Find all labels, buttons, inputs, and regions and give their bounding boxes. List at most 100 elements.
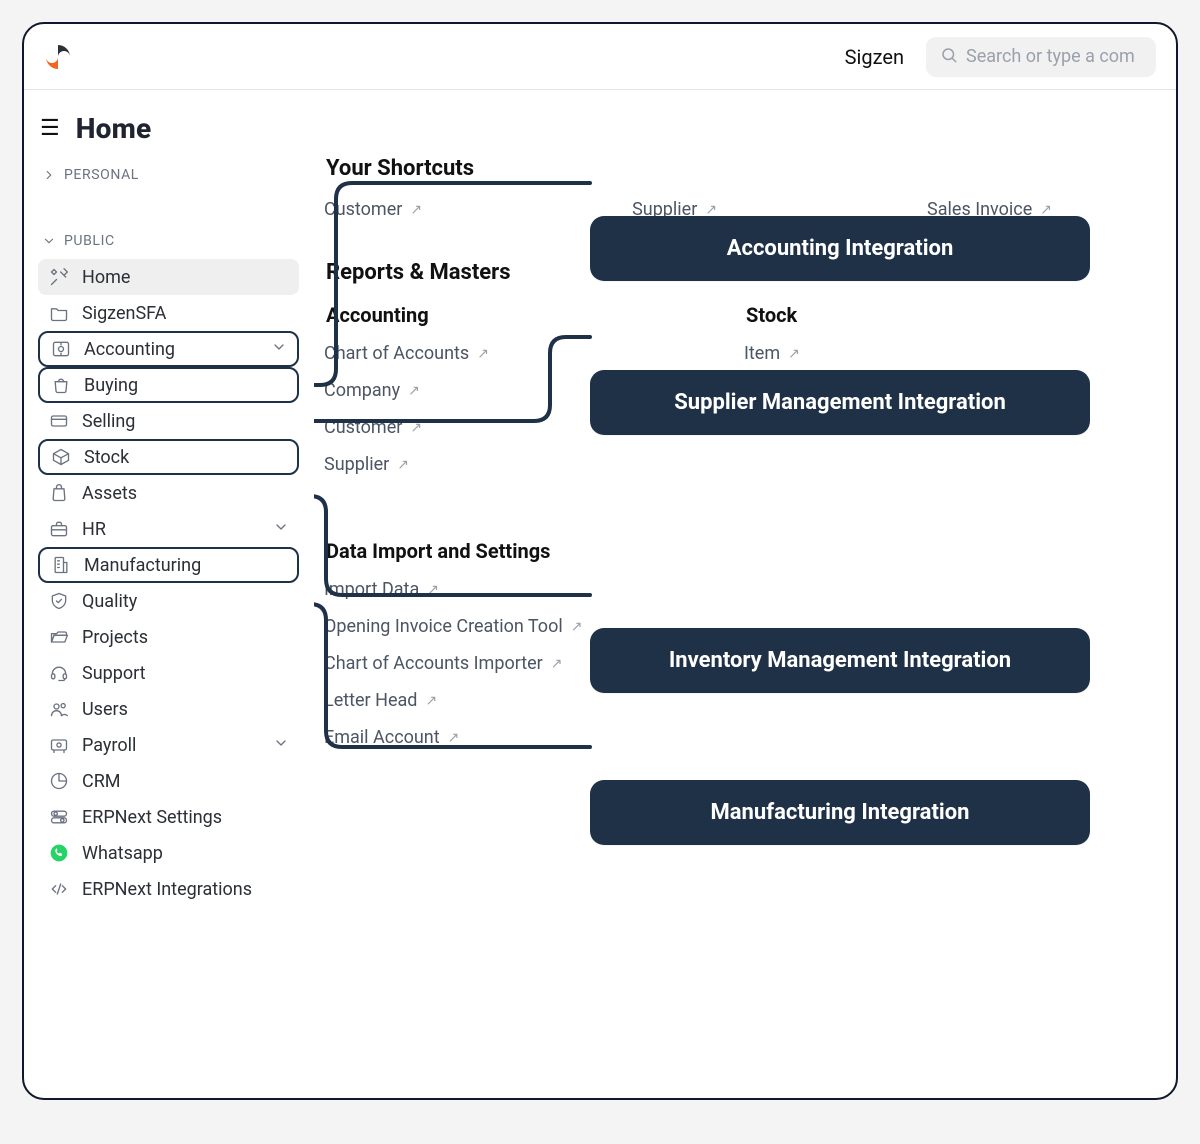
- data-import-title: Data Import and Settings: [326, 539, 1144, 563]
- whatsapp-icon: [48, 842, 70, 864]
- money-icon: [48, 734, 70, 756]
- sidebar-item-stock[interactable]: Stock: [38, 439, 299, 475]
- report-link[interactable]: Warehouse ↗: [744, 380, 854, 401]
- report-link[interactable]: Customer ↗: [324, 417, 624, 438]
- sidebar-section-public[interactable]: PUBLIC: [42, 233, 299, 249]
- data-import-list: Import Data ↗Opening Invoice Creation To…: [324, 579, 1144, 748]
- sidebar-item-label: CRM: [82, 771, 289, 792]
- sidebar-item-sigzensfa[interactable]: SigzenSFA: [38, 295, 299, 331]
- data-import-link-label: Chart of Accounts Importer: [324, 653, 543, 674]
- shortcuts: Customer ↗ Supplier ↗ Sales Invoice ↗: [324, 199, 1144, 220]
- arrow-upright-icon: ↗: [705, 202, 717, 218]
- report-link[interactable]: Brand ↗: [744, 417, 854, 438]
- sidebar-item-support[interactable]: Support: [38, 655, 299, 691]
- report-link-label: Chart of Accounts: [324, 343, 469, 364]
- logo-icon: [44, 43, 72, 71]
- sidebar-item-label: Projects: [82, 627, 289, 648]
- report-col-accounting: Accounting Chart of Accounts ↗Company ↗C…: [324, 303, 624, 475]
- data-import-link[interactable]: Opening Invoice Creation Tool ↗: [324, 616, 1144, 637]
- chevron-down-icon: [271, 339, 287, 360]
- data-import-link[interactable]: Chart of Accounts Importer ↗: [324, 653, 1144, 674]
- user-label[interactable]: Sigzen: [845, 45, 904, 69]
- safe-icon: [50, 338, 72, 360]
- data-import-link-label: Email Account: [324, 727, 440, 748]
- column-title: Stock: [746, 303, 854, 327]
- topbar: Sigzen Search or type a com: [24, 24, 1176, 90]
- sidebar-item-label: Support: [82, 663, 289, 684]
- sidebar-item-selling[interactable]: Selling: [38, 403, 299, 439]
- sidebar-item-label: ERPNext Integrations: [82, 879, 289, 900]
- report-link-label: Company: [324, 380, 400, 401]
- sidebar-item-accounting[interactable]: Accounting: [38, 331, 299, 367]
- sidebar-section-label: PERSONAL: [64, 167, 139, 183]
- report-link-label: Supplier: [324, 454, 389, 475]
- data-import-link[interactable]: Letter Head ↗: [324, 690, 1144, 711]
- report-link[interactable]: Company ↗: [324, 380, 624, 401]
- shortcut-label: Sales Invoice: [927, 199, 1032, 220]
- sidebar-item-label: Selling: [82, 411, 289, 432]
- integration-icon: [48, 878, 70, 900]
- report-link-label: Warehouse: [744, 380, 834, 401]
- sidebar-item-projects[interactable]: Projects: [38, 619, 299, 655]
- briefcase-icon: [48, 518, 70, 540]
- data-import-link[interactable]: Email Account ↗: [324, 727, 1144, 748]
- report-link[interactable]: Supplier ↗: [324, 454, 624, 475]
- arrow-upright-icon: ↗: [448, 730, 460, 746]
- arrow-upright-icon: ↗: [410, 202, 422, 218]
- shortcut-link[interactable]: Supplier ↗: [632, 199, 717, 220]
- page-title: Home: [76, 112, 152, 145]
- data-import-link-label: Letter Head: [324, 690, 417, 711]
- layout: ☰ Home PERSONAL PUBLIC Home SigzenSFA Acco…: [24, 90, 1176, 1098]
- sidebar-item-label: SigzenSFA: [82, 303, 289, 324]
- arrow-upright-icon: ↗: [788, 346, 800, 362]
- arrow-upright-icon: ↗: [410, 420, 422, 436]
- report-link[interactable]: Chart of Accounts ↗: [324, 343, 624, 364]
- sidebar-item-users[interactable]: Users: [38, 691, 299, 727]
- shortcuts-title: Your Shortcuts: [326, 156, 1144, 181]
- sidebar-item-label: Manufacturing: [84, 555, 287, 576]
- arrow-upright-icon: ↗: [799, 420, 811, 436]
- shortcut-link[interactable]: Sales Invoice ↗: [927, 199, 1052, 220]
- report-link-label: Brand: [744, 417, 791, 438]
- bag-icon: [50, 374, 72, 396]
- sidebar-item-label: Accounting: [84, 339, 259, 360]
- chevron-down-icon: [273, 519, 289, 540]
- sidebar-item-hr[interactable]: HR: [38, 511, 299, 547]
- search-input[interactable]: Search or type a com: [926, 37, 1156, 77]
- shopbag-icon: [48, 482, 70, 504]
- sidebar-item-erpnext_integrations[interactable]: ERPNext Integrations: [38, 871, 299, 907]
- sidebar-item-whatsapp[interactable]: Whatsapp: [38, 835, 299, 871]
- shortcut-link[interactable]: Customer ↗: [324, 199, 422, 220]
- sidebar-item-label: Quality: [82, 591, 289, 612]
- brand: [44, 43, 72, 71]
- data-import-link-label: Opening Invoice Creation Tool: [324, 616, 563, 637]
- report-link[interactable]: Item ↗: [744, 343, 854, 364]
- toggles-icon: [48, 806, 70, 828]
- sidebar-item-home[interactable]: Home: [38, 259, 299, 295]
- sidebar-section-personal[interactable]: PERSONAL: [42, 167, 299, 183]
- sidebar-item-quality[interactable]: Quality: [38, 583, 299, 619]
- shield-icon: [48, 590, 70, 612]
- arrow-upright-icon: ↗: [551, 656, 563, 672]
- data-import-link-label: Import Data: [324, 579, 419, 600]
- sidebar-item-erpnext_settings[interactable]: ERPNext Settings: [38, 799, 299, 835]
- chevron-down-icon: [42, 234, 56, 248]
- menu-icon[interactable]: ☰: [40, 116, 60, 141]
- sidebar-item-crm[interactable]: CRM: [38, 763, 299, 799]
- sidebar-item-assets[interactable]: Assets: [38, 475, 299, 511]
- sidebar-item-payroll[interactable]: Payroll: [38, 727, 299, 763]
- sidebar-item-label: Home: [82, 267, 289, 288]
- title-row: ☰ Home: [40, 112, 299, 145]
- sidebar-item-manufacturing[interactable]: Manufacturing: [38, 547, 299, 583]
- box-icon: [50, 446, 72, 468]
- sidebar-item-label: Assets: [82, 483, 289, 504]
- sidebar-item-label: Payroll: [82, 735, 261, 756]
- data-import-link[interactable]: Import Data ↗: [324, 579, 1144, 600]
- column-title: Accounting: [326, 303, 624, 327]
- sidebar-item-buying[interactable]: Buying: [38, 367, 299, 403]
- arrow-upright-icon: ↗: [842, 383, 854, 399]
- arrow-upright-icon: ↗: [571, 619, 583, 635]
- arrow-upright-icon: ↗: [427, 582, 439, 598]
- topbar-right: Sigzen Search or type a com: [845, 37, 1156, 77]
- chevron-right-icon: [42, 168, 56, 182]
